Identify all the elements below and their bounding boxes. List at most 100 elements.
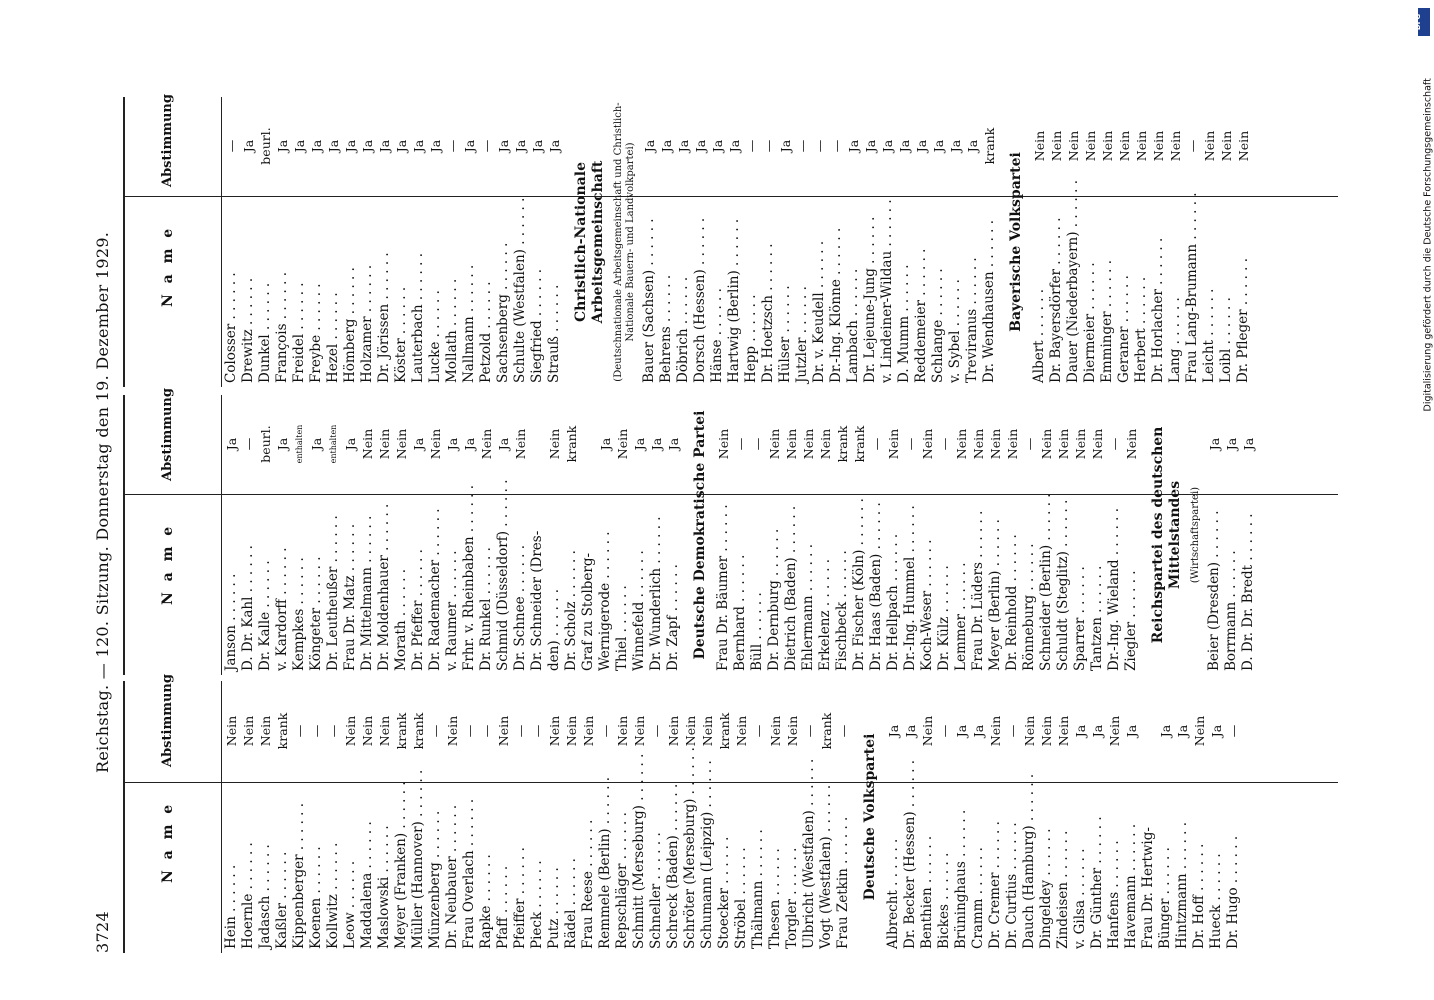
vote-value: Nein (615, 715, 630, 747)
vote-value: Ja (496, 437, 511, 451)
vote-value: — (812, 139, 827, 153)
table-row: Köngeter . . . . . . Ja (308, 395, 325, 675)
table-row: Dr. Neubauer . . . . . . Nein (444, 681, 461, 953)
vote-value: Nein (1202, 130, 1217, 162)
table-row: Dauer (Niederbayern) . . . . . . Nein (1065, 97, 1082, 387)
member-name: Jutzler . . . . . . (794, 286, 810, 383)
vote-value: Ja (886, 724, 901, 738)
vote-value: Ja (513, 139, 528, 153)
table-row: Pfaff . . . . . . Nein (495, 681, 512, 953)
table-row: Kaßler . . . . . . krank (274, 681, 291, 953)
vote-value: Ja (445, 437, 460, 451)
table-row: D. Dr. Kahl . . . . . . — (240, 395, 257, 675)
member-name: Dr. Wunderlich . . . . . . (648, 516, 664, 671)
table-row: Dr. Jörissen . . . . . . Ja (376, 97, 393, 387)
vote-value: — (479, 724, 494, 738)
table-row: Hülser . . . . . . Ja (777, 97, 794, 387)
table-row: Nallmann . . . . . . Ja (461, 97, 478, 387)
member-name: Remmele (Berlin) . . . . . . (597, 776, 613, 949)
table-row: Hömberg . . . . . . Ja (342, 97, 359, 387)
rotated-page-content: 3724 Reichstag. — 120. Sitzung. Donnerst… (85, 53, 1385, 953)
member-name: Sachsenberg . . . . . . (495, 242, 511, 383)
vote-value: Nein (581, 715, 596, 747)
table-row: Treviranus . . . . . . Ja (964, 97, 981, 387)
member-name: Borrmann . . . . . . (1223, 550, 1239, 671)
table-row: Koenen . . . . . . — (308, 681, 325, 953)
vote-value: Nein (547, 715, 562, 747)
vote-value: Nein (479, 428, 494, 460)
vote-value: — (795, 139, 810, 153)
vote-value: — (649, 724, 664, 738)
member-name: Dr. Jörissen . . . . . . (376, 252, 392, 383)
member-name: Beier (Dresden) . . . . . . (1206, 510, 1222, 671)
vote-value: Ja (880, 139, 895, 153)
table-row: Vogt (Westfalen) . . . . . . krank (818, 681, 835, 953)
member-name: Dr. Reinhold . . . . . . (1004, 534, 1020, 671)
member-name: Zindeisen . . . . . . (1055, 830, 1071, 949)
vote-value: Ja (343, 139, 358, 153)
vote-value: Ja (659, 139, 674, 153)
vote-value: Ja (1073, 724, 1088, 738)
vote-value: Ja (224, 437, 239, 451)
vote-value: Nein (1066, 130, 1081, 162)
member-name: Wernigerode . . . . . . (597, 531, 613, 671)
member-name: Frau Dr. Matz . . . . . . (342, 523, 358, 671)
member-name: Pfeiffer . . . . . . (512, 847, 528, 949)
table-row: Emminger . . . . . . Nein (1099, 97, 1116, 387)
member-name: Janson . . . . . . (223, 573, 239, 671)
member-name: Albert . . . . . . (1031, 288, 1047, 383)
member-name: Frau Reese . . . . . . (580, 819, 596, 949)
table-row: Dr. Horlacher . . . . . . Nein (1150, 97, 1167, 387)
member-name: Strauß . . . . . . (546, 284, 562, 383)
page-number: 3724 (93, 911, 112, 953)
column-header: N a m e Abstimmung (123, 94, 222, 387)
table-row: Koch-Weser . . . . . . Nein (919, 395, 936, 675)
table-row: Bauer (Sachsen) . . . . . . Ja (641, 97, 658, 387)
table-row: Erkelenz . . . . . . Nein (817, 395, 834, 675)
vote-value: — (462, 724, 477, 738)
vote-value: Nein (377, 428, 392, 460)
member-name: Putz . . . . . . (546, 867, 562, 949)
table-row: Colosser . . . . . . — (223, 97, 240, 387)
vote-value: Ja (326, 139, 341, 153)
member-name: Kippenberger . . . . . . (291, 802, 307, 949)
table-row: Drewitz . . . . . . Ja (240, 97, 257, 387)
member-name: Dr.-Ing. Hummel . . . . . . (902, 505, 918, 671)
member-name: Hömberg . . . . . . (342, 267, 358, 383)
table-row: Bünger . . . . . . Ja (1157, 681, 1174, 953)
table-row: Dietrich (Baden) . . . . . . Nein (783, 395, 800, 675)
table-row: Dorsch (Hessen) . . . . . . Ja (692, 97, 709, 387)
table-row: Fischbeck . . . . . . krank (834, 395, 851, 675)
member-name: Ehlermann . . . . . . (800, 543, 816, 671)
vote-value: Ja (598, 437, 613, 451)
member-name: Morath . . . . . . (393, 568, 409, 671)
vote-value: Ja (931, 139, 946, 153)
vote-value: Ja (1224, 437, 1239, 451)
dfg-logo: DFG (1414, 8, 1430, 36)
member-name: Kollwitz . . . . . . (325, 842, 341, 949)
table-row: Dr. Haas (Baden) . . . . . . — (868, 395, 885, 675)
member-name: Freidel . . . . . . (291, 282, 307, 383)
member-name: Frau Lang-Brumann . . . . . . (1184, 192, 1200, 383)
member-name: Dr. Schneider (Dres- (529, 530, 545, 671)
table-row: Brüninghaus . . . . . . Ja (953, 681, 970, 953)
member-name: Colosser . . . . . . (223, 272, 239, 383)
vote-value: Nein (343, 715, 358, 747)
vote-value: Nein (1049, 130, 1064, 162)
member-name: Geraner . . . . . . (1116, 275, 1132, 383)
table-row: Dr. Scholz . . . . . . krank (563, 395, 580, 675)
member-name: Dr.-Ing. Wieland . . . . . . (1106, 507, 1122, 671)
table-row: Holzamer . . . . . . Ja (359, 97, 376, 387)
member-name: Dauch (Hamburg) . . . . . . (1021, 773, 1037, 949)
vote-value: Ja (948, 139, 963, 153)
member-name: Schulte (Westfalen) . . . . . . (512, 197, 528, 383)
member-name: Pieck . . . . . . (529, 860, 545, 949)
member-name: Dr. Hoetzsch . . . . . . (760, 243, 776, 383)
vote-value: Nein (1117, 130, 1132, 162)
vote-value: — (751, 724, 766, 738)
vote-value: Nein (1219, 130, 1234, 162)
table-row: Dr. Külz . . . . . . — (936, 395, 953, 675)
table-row: Dr. v. Keudell . . . . . . — (811, 97, 828, 387)
vote-value: krank (819, 712, 834, 750)
vote-value: krank (564, 425, 579, 463)
